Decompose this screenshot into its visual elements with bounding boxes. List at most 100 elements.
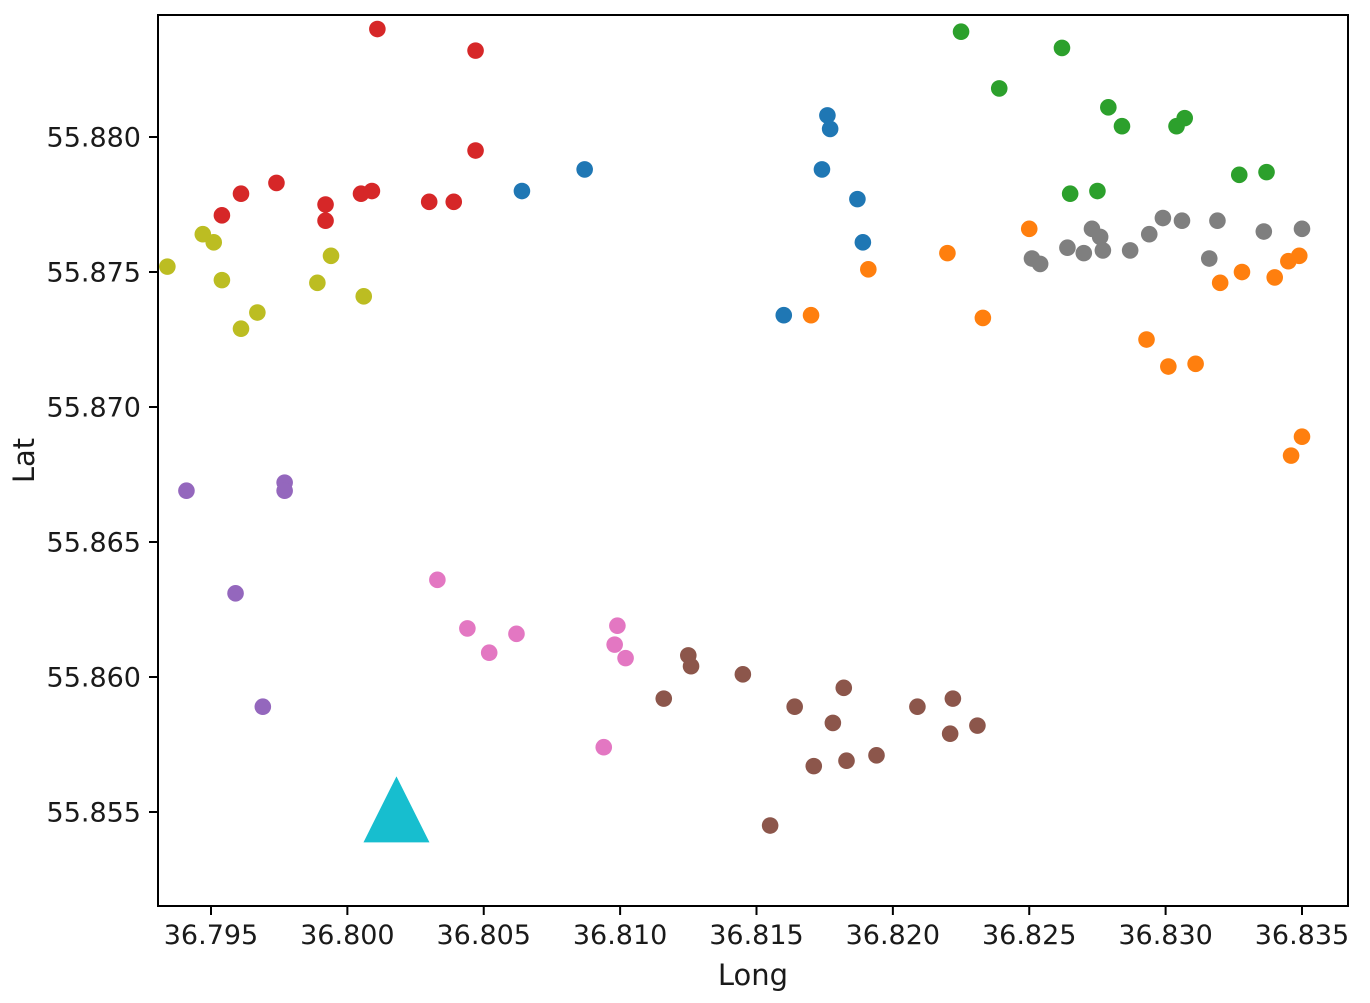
cluster-red-point — [363, 182, 381, 200]
cluster-orange-point — [1138, 331, 1155, 348]
x-axis-label: Long — [718, 958, 788, 992]
cluster-orange-point — [939, 244, 956, 262]
axes-background — [158, 15, 1348, 906]
cluster-red-point — [467, 142, 484, 159]
cluster-gray-point — [1173, 212, 1191, 230]
cluster-brown-point — [761, 817, 779, 834]
cluster-green-point — [1258, 163, 1275, 181]
y-tick-label: 55.865 — [47, 528, 141, 559]
cluster-olive-point — [205, 234, 223, 251]
cluster-red-point — [213, 207, 231, 224]
cluster-pink-point — [595, 738, 613, 756]
cluster-brown-point — [838, 752, 855, 770]
cluster-olive-point — [309, 274, 326, 292]
cluster-brown-point — [824, 714, 842, 732]
cluster-green-point — [1053, 39, 1071, 57]
cluster-brown-point — [969, 717, 986, 734]
cluster-orange-point — [1290, 247, 1308, 265]
cluster-orange-point — [860, 261, 877, 278]
cluster-blue-point — [576, 161, 593, 178]
cluster-gray-point — [1154, 209, 1172, 227]
cluster-olive-point — [249, 304, 266, 321]
cluster-gray-point — [1031, 255, 1049, 273]
cluster-purple-point — [276, 482, 293, 500]
cluster-green-point — [1113, 117, 1131, 135]
x-tick-label: 36.835 — [1255, 920, 1349, 951]
cluster-red-point — [232, 185, 250, 203]
cluster-green-point — [952, 23, 970, 41]
cluster-gray-point — [1293, 220, 1311, 238]
cluster-green-point — [990, 80, 1008, 97]
x-tick-label: 36.795 — [164, 920, 258, 951]
cluster-green-point — [1061, 185, 1079, 203]
x-tick-label: 36.810 — [573, 920, 667, 951]
cluster-gray-point — [1209, 212, 1226, 230]
cluster-red-point — [317, 212, 334, 230]
cluster-red-point — [268, 174, 285, 192]
y-tick-label: 55.880 — [47, 123, 141, 154]
cluster-orange-point — [802, 306, 820, 324]
plot-border — [157, 14, 1349, 907]
cluster-blue-point — [813, 161, 831, 178]
cluster-purple-point — [254, 698, 272, 716]
cluster-gray-point — [1255, 223, 1273, 240]
x-tick-label: 36.825 — [982, 920, 1076, 951]
cluster-pink-point — [606, 636, 623, 653]
cluster-olive-point — [232, 320, 250, 338]
cluster-brown-point — [734, 666, 752, 683]
cluster-brown-point — [786, 698, 803, 716]
cluster-orange-point — [1187, 355, 1204, 373]
cluster-blue-point — [849, 190, 866, 208]
cluster-gray-point — [1200, 250, 1218, 267]
x-tick-label: 36.830 — [1118, 920, 1212, 951]
cluster-olive-point — [159, 258, 176, 275]
cluster-blue-point — [513, 182, 531, 200]
cluster-orange-point — [1293, 428, 1311, 446]
cluster-pink-point — [617, 649, 634, 667]
cluster-red-point — [445, 193, 463, 211]
cluster-orange-point — [1266, 269, 1284, 286]
cluster-olive-point — [322, 247, 340, 265]
y-tick-label: 55.870 — [47, 393, 141, 424]
cluster-brown-point — [941, 725, 959, 743]
cluster-blue-point — [775, 306, 793, 324]
y-axis-label: Lat — [7, 438, 41, 483]
cluster-gray-point — [1094, 242, 1112, 259]
cluster-brown-point — [835, 679, 853, 697]
cluster-pink-point — [480, 644, 498, 662]
cluster-red-point — [317, 196, 334, 213]
cluster-brown-point — [655, 690, 673, 707]
y-tick-label: 55.875 — [47, 258, 141, 289]
x-tick-label: 36.805 — [437, 920, 531, 951]
cluster-blue-point — [819, 107, 836, 124]
cluster-gray-point — [1140, 225, 1158, 243]
cluster-purple-point — [227, 585, 244, 602]
cluster-pink-point — [609, 617, 626, 635]
cluster-orange-point — [1233, 263, 1251, 281]
y-tick-label: 55.860 — [47, 663, 141, 694]
cluster-olive-point — [355, 288, 373, 305]
cluster-gray-point — [1075, 244, 1093, 262]
cluster-red-point — [369, 20, 386, 38]
cluster-red-point — [420, 193, 438, 211]
cluster-blue-point — [821, 120, 839, 138]
cluster-green-point — [1230, 166, 1248, 184]
centroid-marker — [363, 776, 430, 843]
cluster-orange-point — [1020, 220, 1038, 238]
cluster-pink-point — [508, 625, 525, 643]
cluster-green-point — [1089, 182, 1106, 200]
cluster-gray-point — [1091, 228, 1109, 246]
cluster-brown-point — [944, 690, 962, 707]
y-tick-label: 55.855 — [47, 798, 141, 829]
cluster-orange-point — [1211, 274, 1229, 292]
cluster-orange-point — [1282, 447, 1300, 464]
cluster-green-point — [1100, 99, 1117, 116]
cluster-blue-point — [854, 234, 872, 251]
x-tick-label: 36.820 — [846, 920, 940, 951]
x-tick-label: 36.800 — [300, 920, 394, 951]
cluster-green-point — [1176, 109, 1194, 127]
cluster-gray-point — [1121, 242, 1139, 259]
cluster-brown-point — [868, 747, 885, 764]
